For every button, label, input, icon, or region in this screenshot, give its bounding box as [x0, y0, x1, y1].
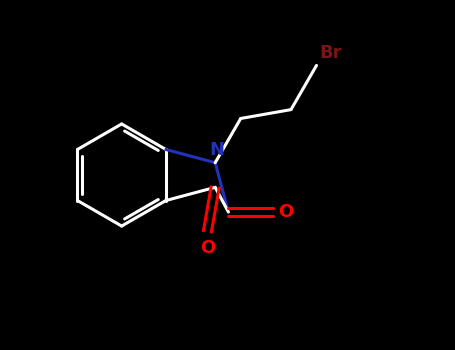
Text: N: N [210, 141, 225, 159]
Text: O: O [278, 203, 293, 221]
Text: Br: Br [319, 44, 342, 62]
Text: O: O [200, 239, 215, 257]
